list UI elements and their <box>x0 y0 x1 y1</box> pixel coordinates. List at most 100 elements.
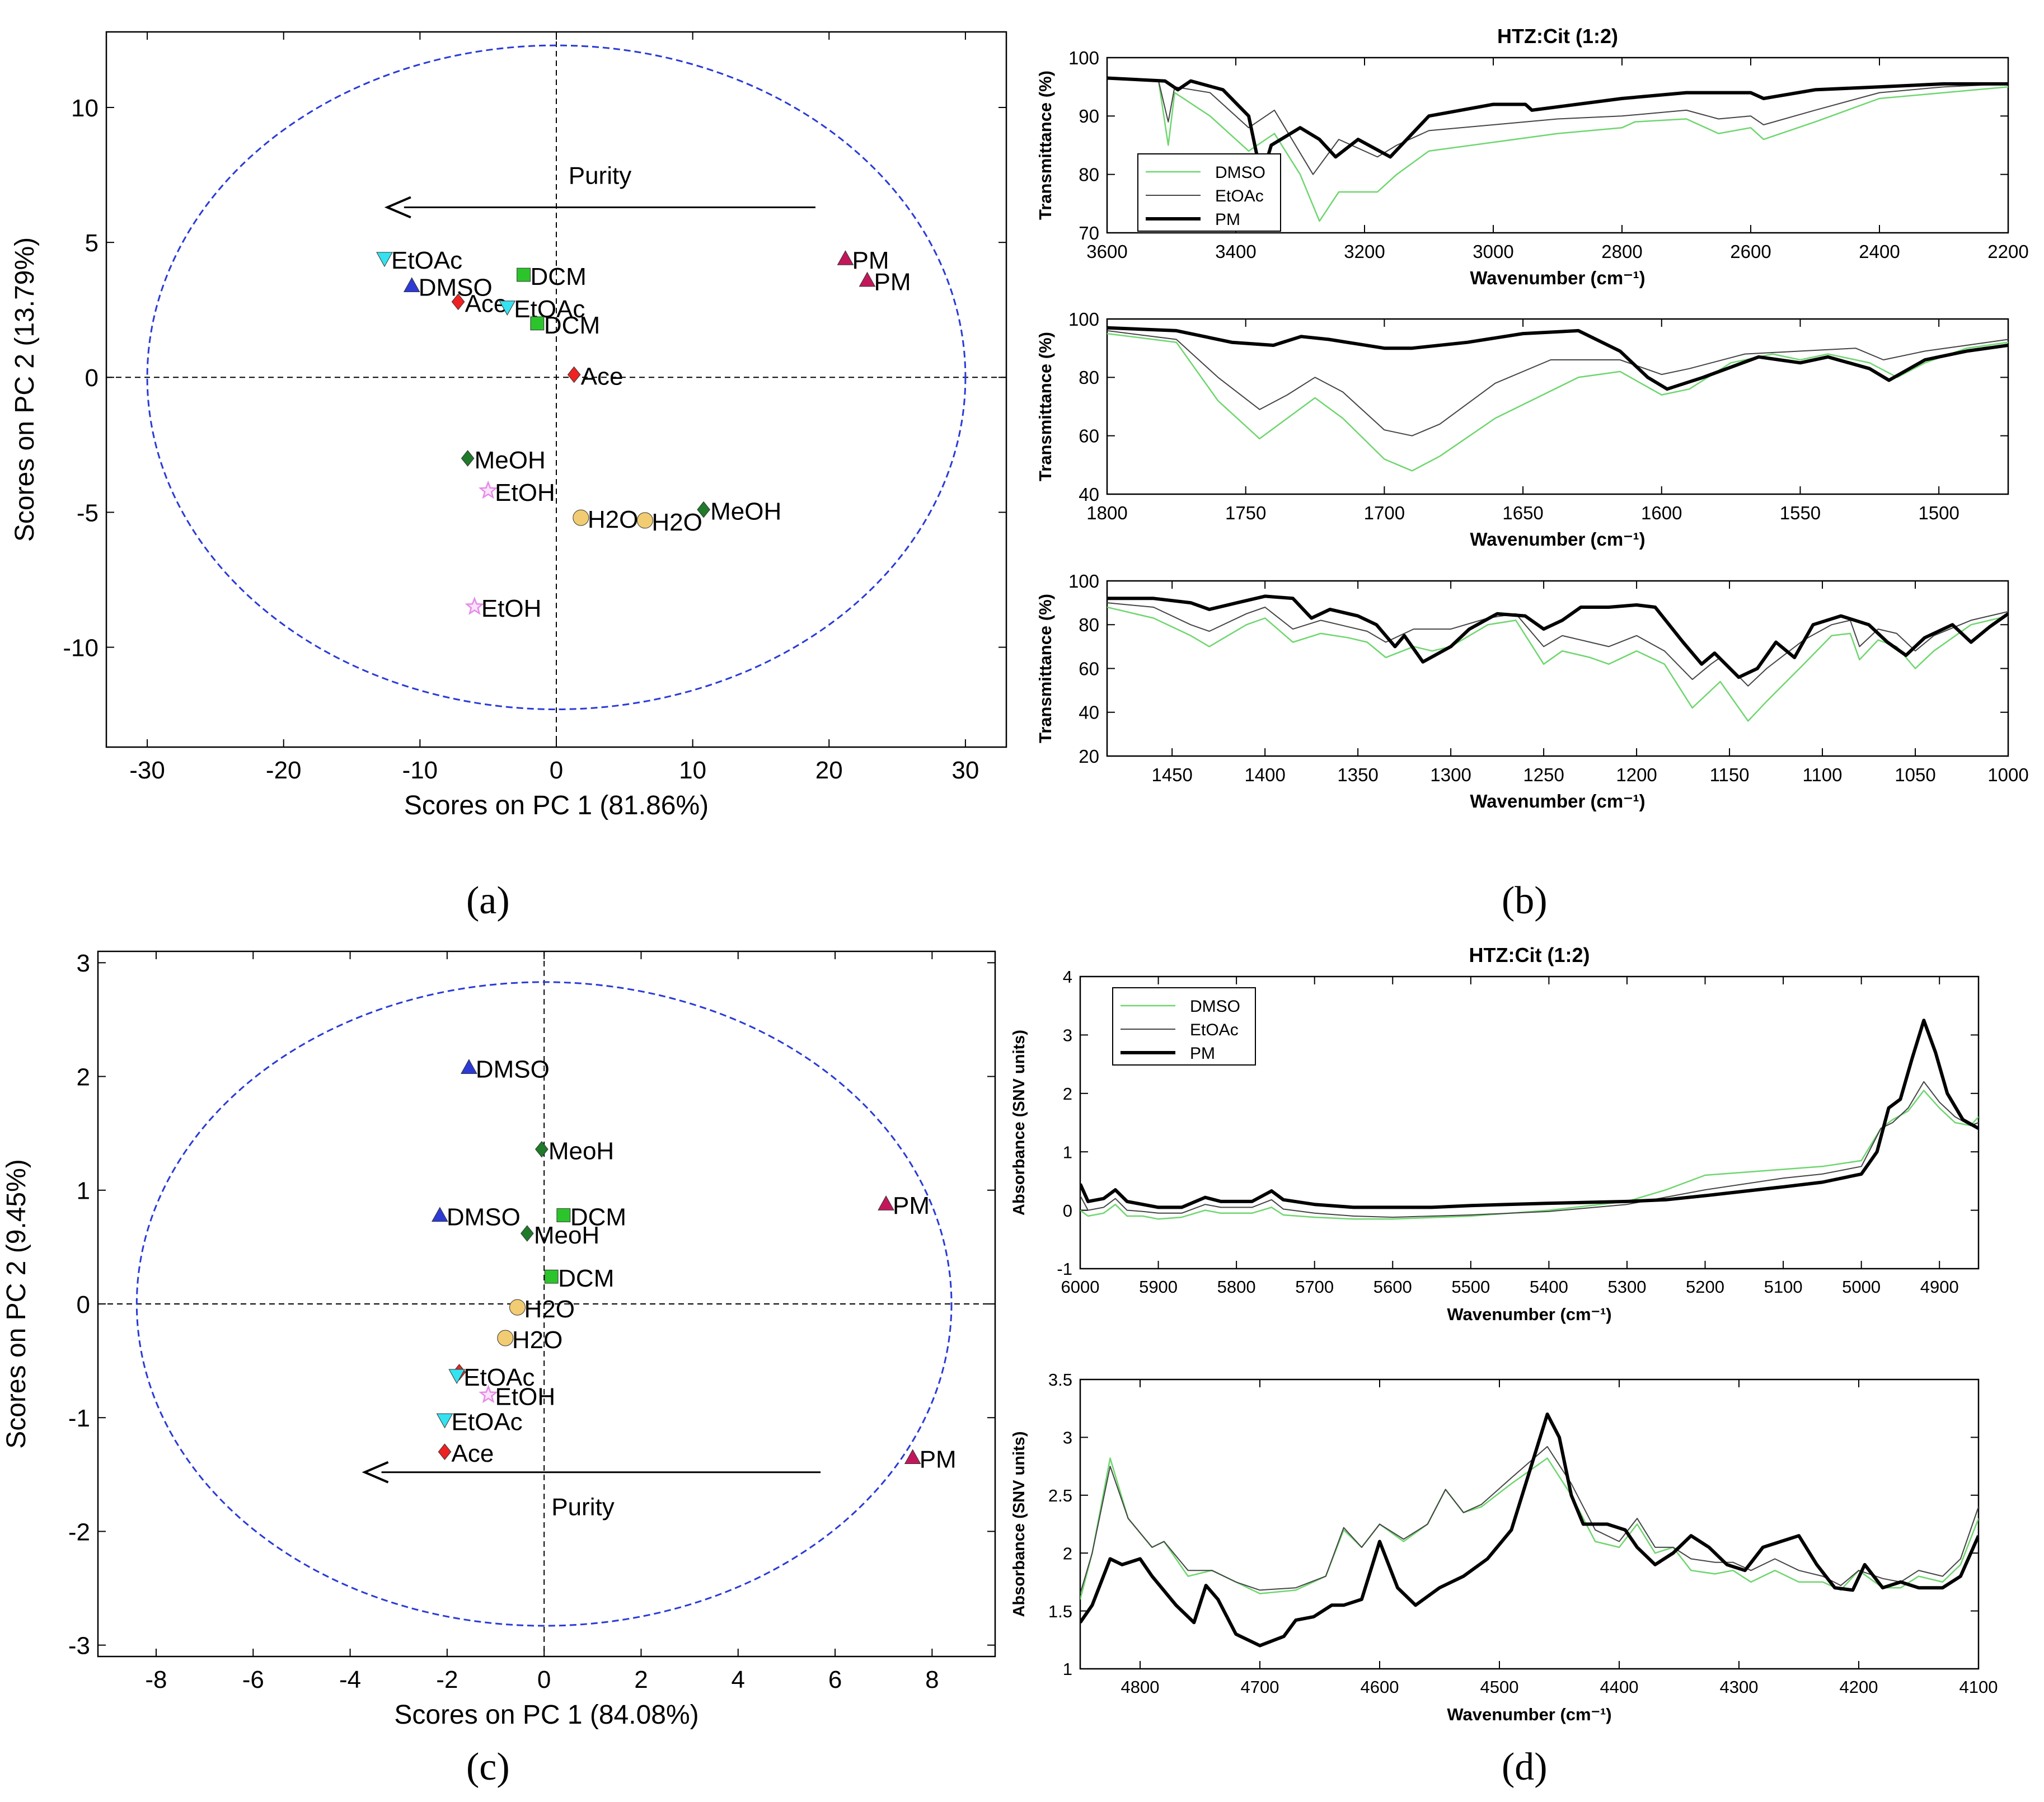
y-tick-label: 3 <box>1063 1026 1072 1045</box>
x-tick-label: 5500 <box>1451 1277 1490 1297</box>
x-tick-label: 1700 <box>1364 503 1405 523</box>
y-tick-label: 90 <box>1079 106 1099 126</box>
point-label: H2O <box>588 506 638 533</box>
point-label: EtOAc <box>514 295 585 323</box>
point-label: MeoH <box>548 1138 614 1165</box>
purity-label: Purity <box>551 1494 614 1521</box>
y-axis-label: Scores on PC 2 (13.79%) <box>10 237 40 542</box>
score-point <box>436 1413 453 1429</box>
purity-label: Purity <box>569 162 631 190</box>
x-tick-label: 30 <box>951 757 979 784</box>
score-point <box>697 501 710 518</box>
legend-entry: DMSO <box>1215 163 1265 182</box>
y-tick-label: -1 <box>68 1405 90 1432</box>
x-tick-label: -10 <box>402 757 438 784</box>
x-tick-label: 1350 <box>1337 764 1378 785</box>
point-label: Ace <box>465 290 508 317</box>
y-tick-label: 60 <box>1079 426 1099 447</box>
plot-frame <box>1106 318 2009 495</box>
x-tick-label: 4600 <box>1361 1677 1399 1697</box>
y-tick-label: 2.5 <box>1048 1486 1072 1505</box>
point-label: PM <box>874 269 911 296</box>
spectrum-line-etoac <box>1107 330 2008 437</box>
spectrum-plot-d2: 4800 4700 4600 4500 4400 4300 4200 4100 1 1.5 2 2.5… <box>1010 1370 1998 1724</box>
confidence-ellipse <box>135 981 953 1627</box>
purity-arrowhead <box>384 196 411 219</box>
legend-entry: EtOAc <box>1190 1021 1239 1039</box>
y-tick-label: 3.5 <box>1048 1370 1072 1390</box>
x-tick-label: 4300 <box>1720 1677 1759 1697</box>
point-label: DMSO <box>476 1055 550 1083</box>
x-tick-label: 1150 <box>1710 764 1750 785</box>
x-tick-label: 6 <box>828 1666 842 1693</box>
score-plot-c: -8 -6 -4 -2 0 2 4 6 8 -3 -2 -1 0 1 2 3 Purity DMSO MeoH DMS… <box>2 950 996 1730</box>
score-point <box>438 1443 452 1460</box>
x-tick-label: 5300 <box>1607 1277 1646 1297</box>
y-axis-label: Transmittance (%) <box>1035 332 1055 481</box>
score-point <box>465 597 485 615</box>
point-label: DMSO <box>447 1203 521 1231</box>
x-tick-label: 1800 <box>1086 503 1127 523</box>
y-tick-label: 40 <box>1079 702 1099 723</box>
score-point <box>859 271 876 287</box>
x-tick-label: 5400 <box>1530 1277 1568 1297</box>
y-tick-label: 0 <box>1063 1201 1072 1221</box>
x-tick-label: 4500 <box>1480 1677 1519 1697</box>
spectrum-plot-b1: 3600 3400 3200 3000 2800 2600 2400 2200 70 80 90 10… <box>1035 25 2029 288</box>
point-label: MeOH <box>710 498 781 525</box>
point-label: EtOH <box>481 595 542 622</box>
point-label: DCM <box>558 1265 614 1292</box>
spectrum-line-etoac <box>1080 1081 1979 1218</box>
score-point <box>376 252 393 268</box>
spectrum-plot-b3: 1450 1400 1350 1300 1250 1200 1150 1100 1050 1000… <box>1035 571 2029 811</box>
y-tick-label: 2 <box>1063 1543 1072 1563</box>
x-tick-label: 4200 <box>1840 1677 1878 1697</box>
spectrum-line-pm <box>1107 594 2008 679</box>
score-point <box>509 1299 526 1316</box>
score-point <box>878 1195 894 1210</box>
score-point <box>556 1208 571 1222</box>
score-point <box>499 301 516 316</box>
x-axis-label: Wavenumber (cm⁻¹) <box>1447 1705 1611 1724</box>
spectrum-line-dmso <box>1080 1457 1979 1600</box>
score-point <box>573 509 589 526</box>
y-tick-label: 100 <box>1068 309 1099 330</box>
point-label: PM <box>852 247 889 274</box>
x-axis-label: Scores on PC 1 (81.86%) <box>404 791 709 820</box>
x-tick-label: -4 <box>339 1666 361 1693</box>
x-tick-label: 2400 <box>1859 241 1900 262</box>
point-label: H2O <box>512 1326 562 1354</box>
spectrum-line-pm <box>1080 1019 1979 1209</box>
score-point <box>479 1385 498 1404</box>
point-label: DCM <box>544 312 600 339</box>
x-tick-label: 3200 <box>1344 241 1385 262</box>
chart-title: HTZ:Cit (1:2) <box>1469 944 1590 966</box>
y-tick-label: -2 <box>68 1518 90 1546</box>
point-label: EtOAc <box>391 247 462 274</box>
y-tick-label: -1 <box>1057 1259 1072 1279</box>
spectrum-line-dmso <box>1080 1090 1979 1220</box>
score-point <box>478 480 498 499</box>
x-tick-label: 4800 <box>1121 1677 1160 1697</box>
y-axis-label: Transmittance (%) <box>1035 594 1055 743</box>
x-tick-label: 1750 <box>1225 503 1266 523</box>
x-tick-label: 4 <box>732 1666 745 1693</box>
x-tick-label: -8 <box>145 1666 167 1693</box>
score-point <box>517 268 531 282</box>
score-point <box>461 1059 477 1074</box>
x-tick-label: 20 <box>815 757 843 784</box>
score-point <box>535 1141 548 1158</box>
score-point <box>432 1207 448 1222</box>
x-tick-label: 1450 <box>1151 764 1192 785</box>
x-axis-label: Wavenumber (cm⁻¹) <box>1470 791 1645 811</box>
point-label: DCM <box>531 263 587 290</box>
x-tick-label: 1400 <box>1244 764 1285 785</box>
y-axis-label: Absorbance (SNV units) <box>1010 1432 1028 1617</box>
point-label: H2O <box>651 509 702 536</box>
y-tick-label: 100 <box>1068 571 1099 592</box>
score-point <box>403 277 420 293</box>
y-tick-label: 1 <box>77 1177 90 1205</box>
x-axis-label: Wavenumber (cm⁻¹) <box>1447 1304 1611 1324</box>
x-tick-label: 5000 <box>1842 1277 1881 1297</box>
